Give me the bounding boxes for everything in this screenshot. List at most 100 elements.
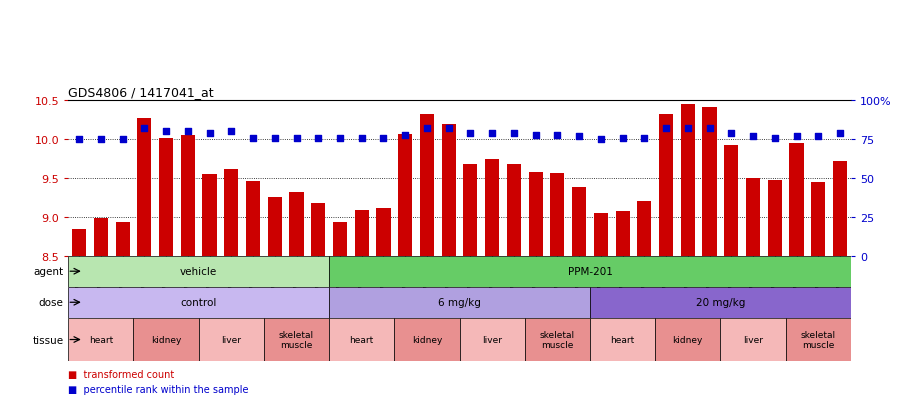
Bar <box>811 183 825 256</box>
Point <box>659 126 673 132</box>
Bar <box>137 118 151 256</box>
Bar <box>790 144 804 256</box>
Bar <box>68 287 329 318</box>
Text: ■  percentile rank within the sample: ■ percentile rank within the sample <box>68 385 248 394</box>
Bar <box>198 318 264 361</box>
Bar <box>420 115 434 256</box>
Bar <box>94 219 108 256</box>
Point <box>463 131 478 137</box>
Bar <box>485 159 500 256</box>
Bar <box>615 211 630 256</box>
Text: skeletal
muscle: skeletal muscle <box>279 330 314 349</box>
Point <box>550 132 564 138</box>
Text: kidney: kidney <box>151 335 181 344</box>
Point <box>94 137 108 143</box>
Bar <box>289 192 304 256</box>
Text: liver: liver <box>743 335 763 344</box>
Point <box>529 132 543 138</box>
Text: 20 mg/kg: 20 mg/kg <box>696 297 745 308</box>
Text: control: control <box>180 297 217 308</box>
Bar <box>746 178 760 256</box>
Bar <box>399 135 412 256</box>
Point <box>833 131 847 137</box>
Point <box>158 129 173 135</box>
Point <box>72 137 86 143</box>
Bar <box>329 256 851 287</box>
Text: ■  transformed count: ■ transformed count <box>68 369 175 379</box>
Bar <box>572 188 586 256</box>
Bar <box>460 318 525 361</box>
Bar <box>355 210 369 256</box>
Text: kidney: kidney <box>672 335 703 344</box>
Bar <box>590 287 851 318</box>
Point <box>333 135 348 142</box>
Point <box>789 133 804 140</box>
Text: kidney: kidney <box>411 335 442 344</box>
Text: heart: heart <box>349 335 374 344</box>
Bar <box>724 146 738 256</box>
Text: liver: liver <box>221 335 241 344</box>
Point <box>615 135 630 142</box>
Point <box>571 133 586 140</box>
Bar <box>463 165 478 256</box>
Point <box>724 131 739 137</box>
Point <box>202 131 217 137</box>
Bar <box>655 318 721 361</box>
Bar <box>311 204 325 256</box>
Point <box>289 135 304 142</box>
Bar <box>703 107 716 256</box>
Bar <box>721 318 785 361</box>
Point <box>116 137 130 143</box>
Bar <box>72 229 86 256</box>
Point <box>398 132 412 138</box>
Bar <box>681 105 695 256</box>
Bar <box>507 165 521 256</box>
Point <box>441 126 456 132</box>
Text: tissue: tissue <box>33 335 64 345</box>
Bar <box>134 318 198 361</box>
Point <box>246 135 260 142</box>
Text: liver: liver <box>482 335 502 344</box>
Bar <box>590 318 655 361</box>
Bar <box>203 175 217 256</box>
Point <box>745 133 760 140</box>
Bar <box>833 161 847 256</box>
Point <box>767 135 782 142</box>
Point <box>376 135 390 142</box>
Text: PPM-201: PPM-201 <box>568 266 612 277</box>
Point <box>681 126 695 132</box>
Bar <box>525 318 590 361</box>
Bar <box>785 318 851 361</box>
Bar <box>659 115 673 256</box>
Bar <box>224 169 238 256</box>
Point <box>420 126 434 132</box>
Bar <box>551 173 564 256</box>
Bar <box>594 214 608 256</box>
Text: heart: heart <box>611 335 634 344</box>
Point <box>137 126 152 132</box>
Bar <box>181 136 195 256</box>
Text: skeletal
muscle: skeletal muscle <box>540 330 575 349</box>
Point <box>311 135 326 142</box>
Text: vehicle: vehicle <box>180 266 217 277</box>
Point <box>268 135 282 142</box>
Bar <box>394 318 460 361</box>
Bar <box>68 318 134 361</box>
Bar <box>441 125 456 256</box>
Bar <box>768 180 782 256</box>
Bar <box>529 172 542 256</box>
Text: agent: agent <box>34 266 64 277</box>
Point <box>637 135 652 142</box>
Point <box>593 137 608 143</box>
Bar <box>637 202 652 256</box>
Text: heart: heart <box>89 335 113 344</box>
Bar <box>246 182 260 256</box>
Point <box>224 129 238 135</box>
Text: skeletal
muscle: skeletal muscle <box>801 330 835 349</box>
Point <box>703 126 717 132</box>
Point <box>811 133 825 140</box>
Text: dose: dose <box>39 297 64 308</box>
Bar <box>329 318 394 361</box>
Bar <box>268 198 282 256</box>
Text: 6 mg/kg: 6 mg/kg <box>438 297 481 308</box>
